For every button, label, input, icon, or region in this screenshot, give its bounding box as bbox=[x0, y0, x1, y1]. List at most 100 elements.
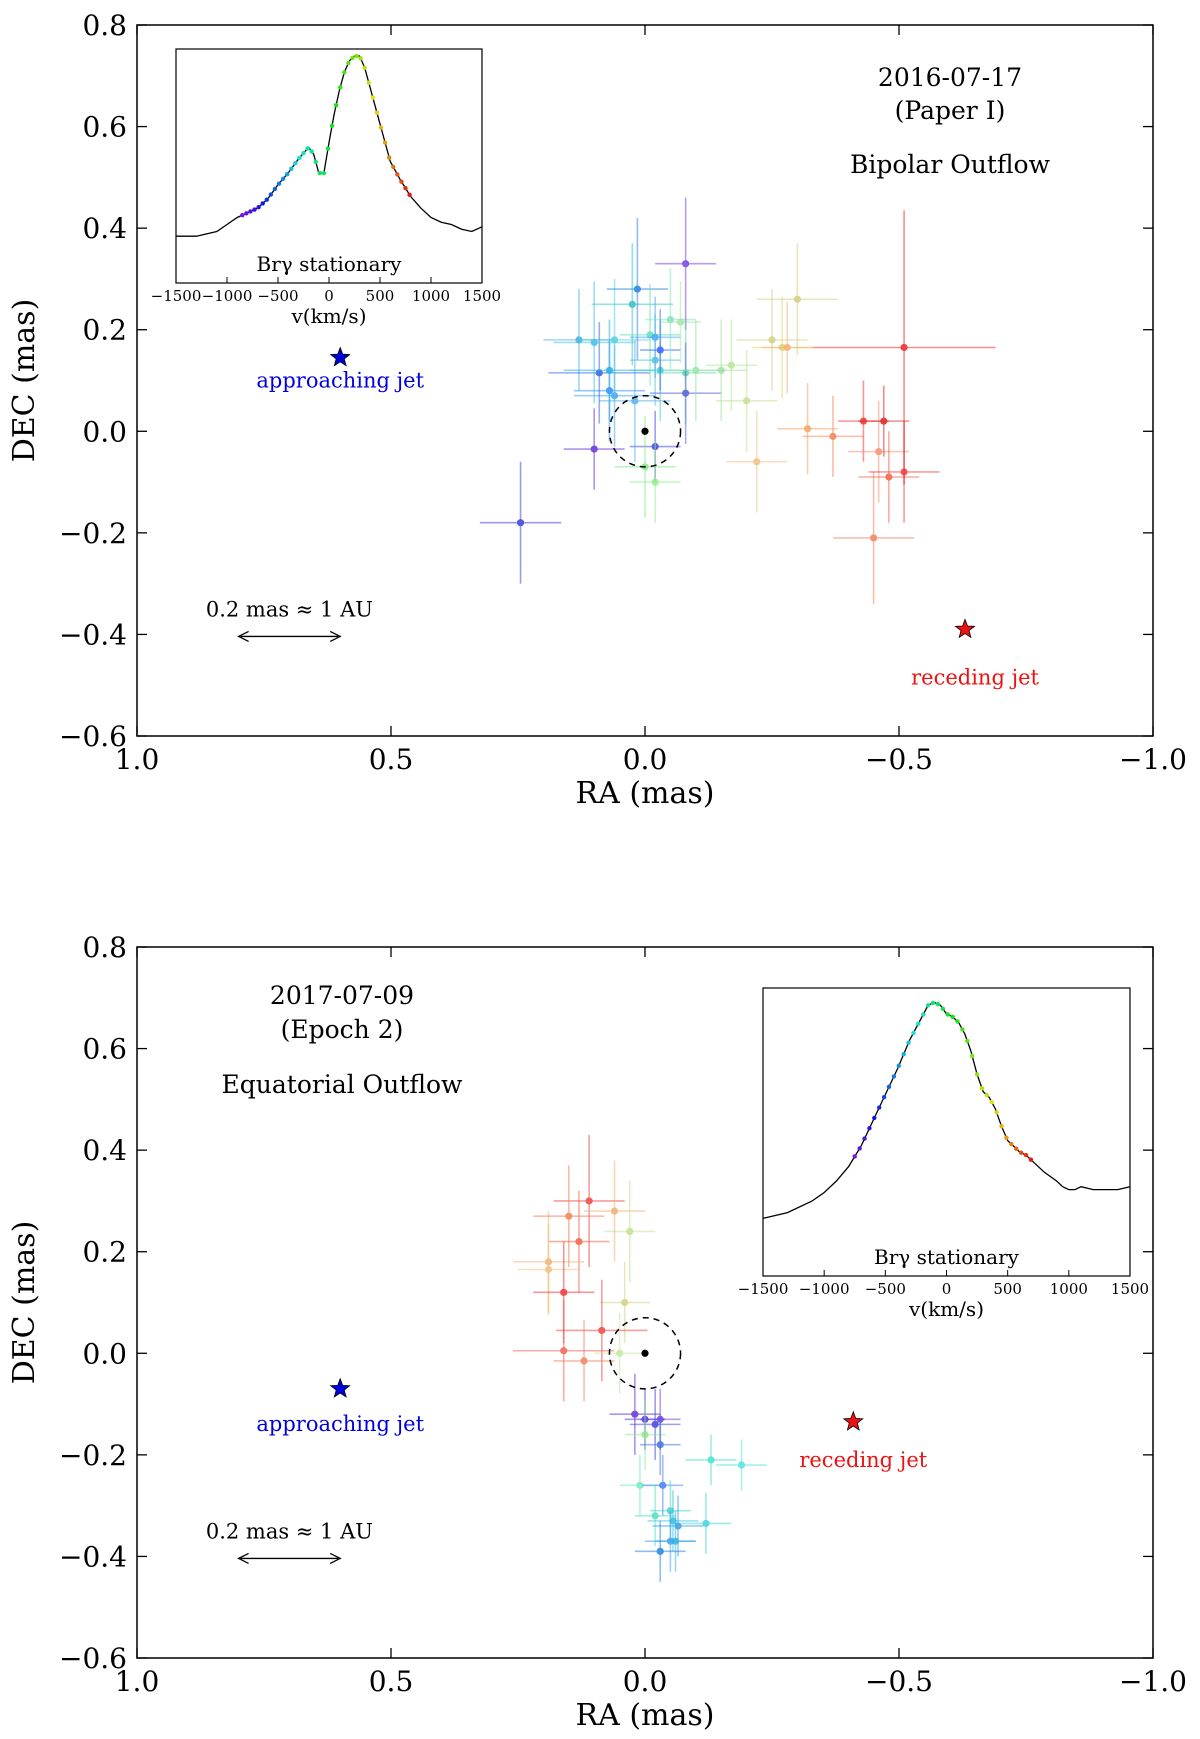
marker bbox=[641, 1430, 649, 1439]
data-point bbox=[619, 1454, 661, 1516]
data-point bbox=[629, 1388, 681, 1460]
marker bbox=[829, 432, 837, 440]
data-point bbox=[563, 408, 625, 490]
marker bbox=[605, 366, 614, 374]
spectral-channel-marker bbox=[378, 125, 384, 130]
y-axis-label: DEC (mas) bbox=[7, 299, 42, 463]
marker bbox=[803, 425, 812, 433]
data-point bbox=[650, 342, 722, 444]
marker bbox=[656, 346, 664, 354]
y-tick-label: −0.4 bbox=[59, 1540, 127, 1573]
data-point bbox=[812, 210, 996, 485]
x-tick-label: 1.0 bbox=[115, 1665, 160, 1698]
y-tick-label: 0.0 bbox=[82, 415, 127, 448]
spectral-channel-marker bbox=[940, 1006, 946, 1011]
spectral-channel-marker bbox=[403, 186, 408, 191]
marker bbox=[743, 397, 751, 405]
spectral-channel-marker bbox=[301, 150, 306, 156]
data-point bbox=[716, 1439, 767, 1491]
spectral-channel-marker bbox=[872, 1115, 877, 1121]
inset-x-tick-label: 1000 bbox=[1050, 1280, 1088, 1298]
inset-x-tick-label: −500 bbox=[257, 287, 298, 305]
spectral-channel-marker bbox=[994, 1110, 999, 1115]
marker bbox=[783, 343, 791, 352]
marker bbox=[544, 1265, 553, 1274]
spectral-channel-marker bbox=[921, 1012, 926, 1017]
marker bbox=[598, 1326, 606, 1335]
marker bbox=[585, 1197, 593, 1205]
data-point bbox=[858, 385, 910, 457]
approaching-jet-label: approaching jet bbox=[256, 1412, 424, 1436]
continuum-center-dot bbox=[641, 1349, 649, 1357]
x-tick-label: −1.0 bbox=[1119, 743, 1187, 776]
spectral-channel-marker bbox=[293, 160, 298, 166]
approaching-jet-star-icon bbox=[329, 1377, 351, 1398]
spectral-channel-marker bbox=[1009, 1141, 1014, 1147]
spectral-channel-marker bbox=[979, 1086, 985, 1091]
continuum-circle bbox=[608, 394, 682, 468]
data-points bbox=[479, 197, 996, 604]
data-point bbox=[548, 1190, 610, 1293]
scale-bar-label: 0.2 mas ≈ 1 AU bbox=[206, 1519, 373, 1543]
marker bbox=[651, 1420, 659, 1428]
spectral-channel-marker bbox=[1028, 1157, 1034, 1162]
x-tick-label: 0.5 bbox=[369, 743, 414, 776]
spectral-channel-marker bbox=[960, 1027, 965, 1032]
marker bbox=[880, 417, 888, 425]
spectral-channel-marker bbox=[974, 1072, 980, 1077]
marker bbox=[636, 1481, 644, 1489]
data-point bbox=[609, 1373, 661, 1455]
inset-x-tick-label: 500 bbox=[993, 1280, 1022, 1298]
approaching-jet-star-icon bbox=[329, 346, 351, 367]
data-point bbox=[642, 1454, 684, 1516]
spectral-channel-marker bbox=[350, 55, 355, 61]
spectral-channel-marker bbox=[342, 70, 347, 75]
marker bbox=[626, 1227, 634, 1235]
spectral-channel-marker bbox=[244, 211, 249, 216]
data-point bbox=[634, 1485, 676, 1547]
spectral-channel-marker bbox=[950, 1014, 955, 1019]
marker bbox=[610, 1207, 619, 1215]
y-tick-label: 0.4 bbox=[82, 1134, 127, 1167]
marker bbox=[560, 1288, 568, 1296]
data-point bbox=[556, 1279, 648, 1382]
marker bbox=[768, 336, 776, 344]
marker bbox=[651, 478, 659, 486]
marker bbox=[580, 1357, 588, 1365]
inset-x-tick-label: 1500 bbox=[1111, 1280, 1149, 1298]
marker bbox=[676, 318, 685, 326]
y-tick-label: −0.6 bbox=[59, 720, 127, 753]
x-tick-label: 1.0 bbox=[115, 743, 160, 776]
spectral-channel-marker bbox=[945, 1012, 950, 1017]
scale-bar-arrow-left bbox=[237, 630, 249, 643]
spectral-channel-marker bbox=[857, 1146, 862, 1151]
data-point bbox=[685, 1434, 737, 1486]
marker bbox=[702, 1519, 710, 1528]
marker bbox=[682, 260, 690, 268]
receding-jet-label: receding jet bbox=[911, 665, 1039, 689]
marker bbox=[753, 458, 761, 466]
receding-jet-star-icon bbox=[842, 1410, 864, 1431]
data-point bbox=[695, 319, 747, 422]
marker bbox=[870, 534, 878, 542]
data-point bbox=[639, 1414, 681, 1476]
spectral-channel-marker bbox=[399, 179, 404, 184]
inset-x-tick-label: 0 bbox=[942, 1280, 952, 1298]
data-point bbox=[832, 471, 915, 604]
y-tick-label: 0.8 bbox=[82, 931, 127, 964]
spectral-channel-marker bbox=[407, 192, 412, 197]
marker bbox=[631, 397, 639, 405]
spectral-channel-marker bbox=[268, 192, 274, 197]
receding-jet-star-icon bbox=[954, 618, 976, 639]
inset-x-tick-label: 1500 bbox=[463, 287, 501, 305]
y-tick-label: 0.2 bbox=[82, 314, 127, 347]
inset-spectrum: −1500 −1000 −500 0 500 1000 1500 v(km/s) Brγ sta… bbox=[151, 48, 501, 328]
marker bbox=[610, 336, 619, 344]
marker bbox=[682, 389, 690, 397]
spectral-channel-marker bbox=[906, 1040, 911, 1045]
data-point bbox=[533, 1165, 605, 1267]
spectral-channel-marker bbox=[852, 1154, 857, 1159]
x-axis-label: RA (mas) bbox=[576, 1698, 715, 1733]
data-point bbox=[629, 314, 681, 406]
spectral-channel-marker bbox=[877, 1105, 882, 1110]
